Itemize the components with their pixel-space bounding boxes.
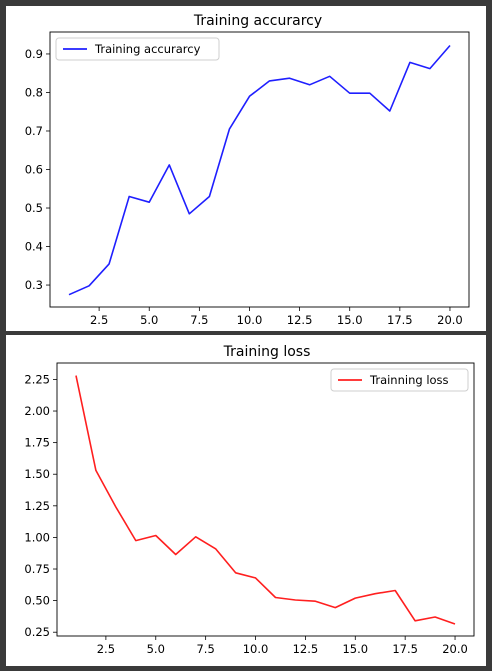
y-tick-label: 1.25 [24,499,50,513]
series-line-0 [75,375,456,625]
x-tick-label: 20.0 [442,642,468,656]
x-tick-label: 15.0 [337,313,363,327]
legend: Training accurarcy [55,37,220,61]
x-tick-label: 17.5 [392,642,418,656]
x-tick-label: 2.5 [90,313,108,327]
x-tick-label: 12.5 [287,313,313,327]
y-tick-label: 0.7 [25,124,43,138]
x-tick-label: 5.0 [147,642,165,656]
y-tick-label: 0.75 [24,562,50,576]
x-tick-label: 10.0 [243,642,269,656]
y-tick-label: 1.50 [24,467,50,481]
y-tick-label: 1.00 [24,530,50,544]
chart-title: Training loss [223,344,311,360]
x-tick-label: 20.0 [437,313,463,327]
y-tick-label: 0.50 [24,594,50,608]
legend-label: Training accurarcy [94,42,201,56]
plot-frame [56,362,475,637]
x-tick-label: 17.5 [387,313,413,327]
legend-box [55,37,220,61]
y-tick-label: 2.25 [24,372,50,386]
x-tick-label: 12.5 [293,642,319,656]
x-tick-label: 7.5 [196,642,214,656]
x-tick-label: 2.5 [97,642,115,656]
x-tick-label: 10.0 [237,313,263,327]
loss-chart: Training loss 2.5 5.0 7.5 10.0 12.5 15.0 17.5 2… [24,344,475,656]
loss-chart-panel: Training loss 2.5 5.0 7.5 10.0 12.5 15.0 17.5 2… [6,335,486,666]
x-tick-label: 15.0 [342,642,368,656]
y-tick-label: 0.25 [24,625,50,639]
accuracy-chart: Training accurarcy 2.5 5.0 7.5 10.0 12.5 15.0… [25,13,470,327]
series-line-0 [68,44,451,296]
y-tick-label: 0.6 [25,163,43,177]
y-tick-label: 2.00 [24,404,50,418]
y-tick-label: 0.3 [25,278,43,292]
y-tick-label: 0.9 [25,47,43,61]
legend-label: Trainning loss [369,373,449,387]
y-tick-label: 0.4 [25,240,43,254]
legend-box [330,368,469,392]
accuracy-chart-panel: Training accurarcy 2.5 5.0 7.5 10.0 12.5 15.0… [6,6,486,331]
y-tick-label: 0.5 [25,201,43,215]
legend: Trainning loss [330,368,469,392]
y-tick-label: 1.75 [24,436,50,450]
x-tick-label: 7.5 [190,313,208,327]
x-tick-label: 5.0 [140,313,158,327]
y-tick-label: 0.8 [25,85,43,99]
chart-title: Training accurarcy [193,13,322,29]
